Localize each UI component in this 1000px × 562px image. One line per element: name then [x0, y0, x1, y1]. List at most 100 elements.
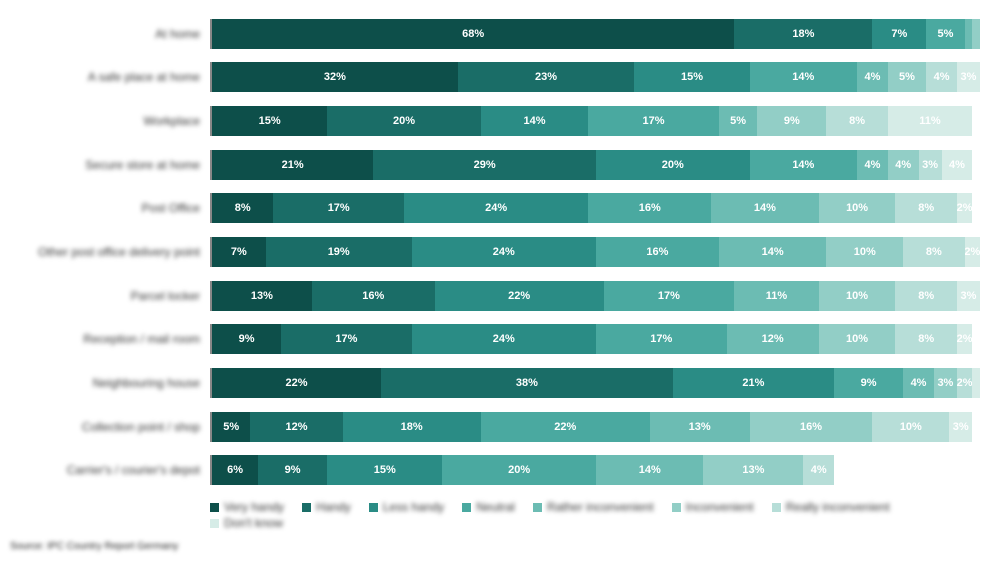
legend-label: Neutral — [476, 500, 515, 514]
bar-track: 22%38%21%9%4%3%2% — [210, 368, 980, 398]
bar-segment: 29% — [373, 150, 596, 180]
legend-swatch — [302, 503, 311, 512]
legend-swatch — [369, 503, 378, 512]
bar-segment: 17% — [588, 106, 719, 136]
bar-segment: 2% — [957, 324, 972, 354]
bar-segment: 8% — [903, 237, 964, 267]
bar-segment: 9% — [212, 324, 281, 354]
bar-segment: 4% — [903, 368, 934, 398]
bar-segment: 22% — [212, 368, 381, 398]
category-label: Carrier's / courier's depot — [10, 463, 210, 477]
bar-segment: 7% — [872, 19, 926, 49]
bar-segment: 3% — [949, 412, 972, 442]
bar-segment: 10% — [819, 324, 896, 354]
bar-segment: 12% — [727, 324, 819, 354]
bar-track: 5%12%18%22%13%16%10%3% — [210, 412, 980, 442]
bar-segment: 12% — [250, 412, 342, 442]
bar-segment: 15% — [212, 106, 327, 136]
legend-swatch — [462, 503, 471, 512]
legend-swatch — [533, 503, 542, 512]
bar-segment: 10% — [819, 281, 896, 311]
bar-segment: 22% — [435, 281, 604, 311]
chart-row: Carrier's / courier's depot6%9%15%20%14%… — [10, 448, 980, 492]
bar-segment: 9% — [258, 455, 327, 485]
bar-segment: 5% — [719, 106, 757, 136]
category-label: Reception / mail room — [10, 332, 210, 346]
bar-segment: 16% — [588, 193, 711, 223]
bar-track: 32%23%15%14%4%5%4%3% — [210, 62, 980, 92]
bar-segment: 4% — [926, 62, 957, 92]
bar-segment: 16% — [596, 237, 719, 267]
bar-segment: 4% — [888, 150, 919, 180]
bar-track: 9%17%24%17%12%10%8%2% — [210, 324, 980, 354]
legend-label: Inconvenient — [686, 500, 754, 514]
chart-row: Parcel locker13%16%22%17%11%10%8%3% — [10, 274, 980, 318]
bar-segment: 8% — [895, 324, 956, 354]
bar-segment: 20% — [442, 455, 596, 485]
legend-label: Really inconvenient — [786, 500, 890, 514]
bar-segment: 3% — [957, 281, 980, 311]
bar-segment: 14% — [481, 106, 589, 136]
bar-segment: 5% — [926, 19, 964, 49]
bar-segment: 20% — [327, 106, 481, 136]
legend-swatch — [210, 503, 219, 512]
legend-label: Rather inconvenient — [547, 500, 654, 514]
legend-item: Handy — [302, 500, 351, 514]
legend-item: Rather inconvenient — [533, 500, 654, 514]
bar-segment: 4% — [857, 62, 888, 92]
legend-item: Don't know — [210, 516, 283, 530]
category-label: Parcel locker — [10, 289, 210, 303]
legend-label: Handy — [316, 500, 351, 514]
bar-segment — [972, 19, 980, 49]
category-label: A safe place at home — [10, 70, 210, 84]
bar-track: 8%17%24%16%14%10%8%2% — [210, 193, 980, 223]
legend-swatch — [210, 519, 219, 528]
bar-segment: 2% — [965, 237, 980, 267]
legend: Very handyHandyLess handyNeutralRather i… — [210, 500, 980, 530]
bar-segment: 14% — [596, 455, 704, 485]
bar-segment — [965, 19, 973, 49]
bar-segment: 9% — [757, 106, 826, 136]
bar-track: 6%9%15%20%14%13%4% — [210, 455, 980, 485]
bar-segment: 3% — [957, 62, 980, 92]
bar-segment: 21% — [673, 368, 834, 398]
category-label: Neighbouring house — [10, 376, 210, 390]
category-label: Collection point / shop — [10, 420, 210, 434]
category-label: Other post office delivery point — [10, 245, 210, 259]
bar-segment: 16% — [312, 281, 435, 311]
chart-row: Reception / mail room9%17%24%17%12%10%8%… — [10, 317, 980, 361]
bar-segment: 13% — [650, 412, 750, 442]
bar-segment: 10% — [826, 237, 903, 267]
bar-track: 13%16%22%17%11%10%8%3% — [210, 281, 980, 311]
bar-segment: 21% — [212, 150, 373, 180]
category-label: At home — [10, 27, 210, 41]
bar-segment: 20% — [596, 150, 750, 180]
bar-segment: 14% — [719, 237, 827, 267]
bar-segment: 4% — [803, 455, 834, 485]
bar-track: 7%19%24%16%14%10%8%2% — [210, 237, 980, 267]
bar-segment: 8% — [212, 193, 273, 223]
bar-segment: 10% — [819, 193, 896, 223]
bar-segment: 19% — [266, 237, 412, 267]
bar-segment: 8% — [826, 106, 887, 136]
category-label: Workplace — [10, 114, 210, 128]
chart-row: Workplace15%20%14%17%5%9%8%11% — [10, 99, 980, 143]
bar-segment: 38% — [381, 368, 673, 398]
legend-item: Really inconvenient — [772, 500, 890, 514]
bar-segment: 17% — [604, 281, 735, 311]
legend-item: Inconvenient — [672, 500, 754, 514]
bar-segment: 6% — [212, 455, 258, 485]
bar-segment: 2% — [957, 368, 972, 398]
stacked-bar-chart: At home68%18%7%5%A safe place at home32%… — [10, 12, 980, 492]
bar-segment — [972, 368, 980, 398]
source-note: Source: IPC Country Report Germany — [10, 541, 178, 552]
bar-segment: 15% — [327, 455, 442, 485]
bar-segment: 16% — [750, 412, 873, 442]
legend-swatch — [772, 503, 781, 512]
chart-row: Neighbouring house22%38%21%9%4%3%2% — [10, 361, 980, 405]
bar-track: 68%18%7%5% — [210, 19, 980, 49]
bar-segment: 10% — [872, 412, 949, 442]
chart-row: At home68%18%7%5% — [10, 12, 980, 56]
bar-segment: 24% — [412, 237, 596, 267]
bar-segment: 18% — [343, 412, 481, 442]
